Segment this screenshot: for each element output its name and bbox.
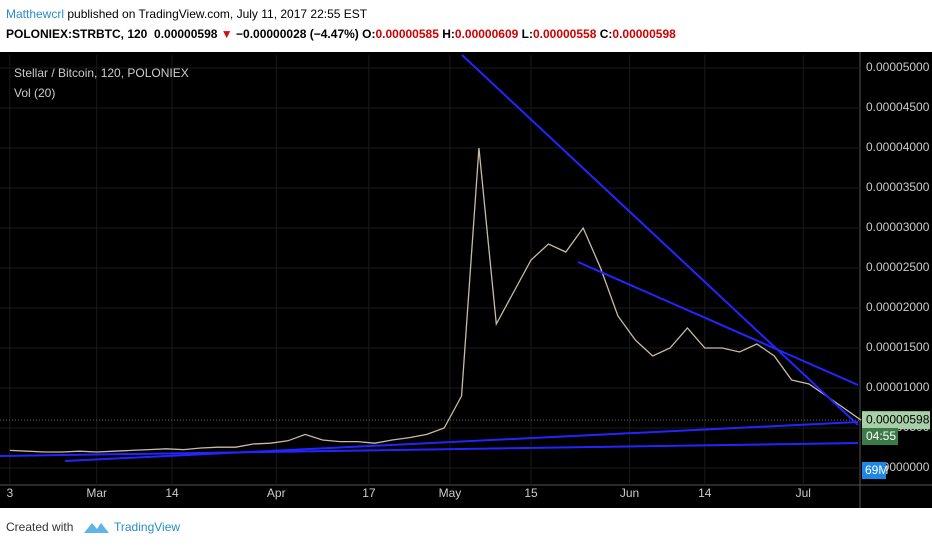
last: 0.00000598 [154, 27, 218, 41]
x-tick-label: Mar [86, 486, 107, 500]
publish-line: Matthewcrl published on TradingView.com,… [6, 7, 367, 21]
timer: 04:55 [866, 429, 896, 443]
x-tick-label: 15 [524, 486, 538, 500]
volume-label: 69M [865, 463, 888, 477]
trend-line[interactable] [0, 442, 859, 457]
y-tick-label: 0.00001000 [866, 380, 930, 394]
chart-subtitle: Vol (20) [14, 86, 55, 100]
h-label: H: [442, 27, 455, 41]
x-tick-label: 3 [7, 486, 14, 500]
brand[interactable]: TradingView [114, 520, 180, 534]
published: published on TradingView.com, July 11, 2… [64, 7, 368, 21]
x-tick-label: 17 [362, 486, 376, 500]
h: 0.00000609 [454, 27, 519, 41]
y-tick-label: 0.00005000 [866, 60, 930, 74]
price-line [9, 147, 862, 453]
last-price-badge [862, 411, 930, 430]
o: 0.00000585 [375, 27, 439, 41]
y-tick-label: 0.00004000 [866, 140, 930, 154]
trend-line[interactable] [577, 261, 859, 386]
y-tick-label: 0.00004500 [866, 100, 930, 114]
author-link[interactable]: Matthewcrl [6, 7, 65, 21]
o-label: O: [362, 27, 376, 41]
timer-badge [862, 428, 898, 445]
c: 0.00000598 [612, 27, 676, 41]
chart-bg [0, 52, 932, 508]
last-price-label: 0.00000598 [866, 412, 930, 426]
symbol: POLONIEX:STRBTC, 120 [6, 27, 148, 41]
y-tick-label: 0.00003500 [866, 180, 930, 194]
logo [84, 523, 109, 533]
x-tick-label: 14 [165, 486, 179, 500]
change: −0.00000028 (−4.47%) [236, 27, 359, 41]
y-tick-label: 0.00002000 [866, 300, 930, 314]
x-tick-label: May [439, 486, 462, 500]
c-label: C: [599, 27, 613, 41]
trend-line[interactable] [64, 421, 859, 462]
x-tick-label: Jul [796, 486, 811, 500]
l: 0.00000558 [532, 27, 597, 41]
chart-title: Stellar / Bitcoin, 120, POLONIEX [14, 66, 189, 80]
y-tick-label: 0.00002500 [866, 260, 930, 274]
trend-line[interactable] [461, 54, 859, 426]
created-with: Created with [6, 520, 73, 534]
x-tick-label: 14 [698, 486, 712, 500]
l-label: L: [521, 27, 533, 41]
x-tick-label: Jun [620, 486, 639, 500]
y-tick-label: 0.00001500 [866, 340, 930, 354]
x-tick-label: Apr [267, 486, 286, 500]
arrow: ▼ [220, 27, 233, 41]
y-tick-label: 0.00003000 [866, 220, 930, 234]
ohlc-line: POLONIEX:STRBTC, 120 0.00000598 ▼ −0.000… [6, 27, 676, 41]
volume-badge [862, 462, 886, 479]
